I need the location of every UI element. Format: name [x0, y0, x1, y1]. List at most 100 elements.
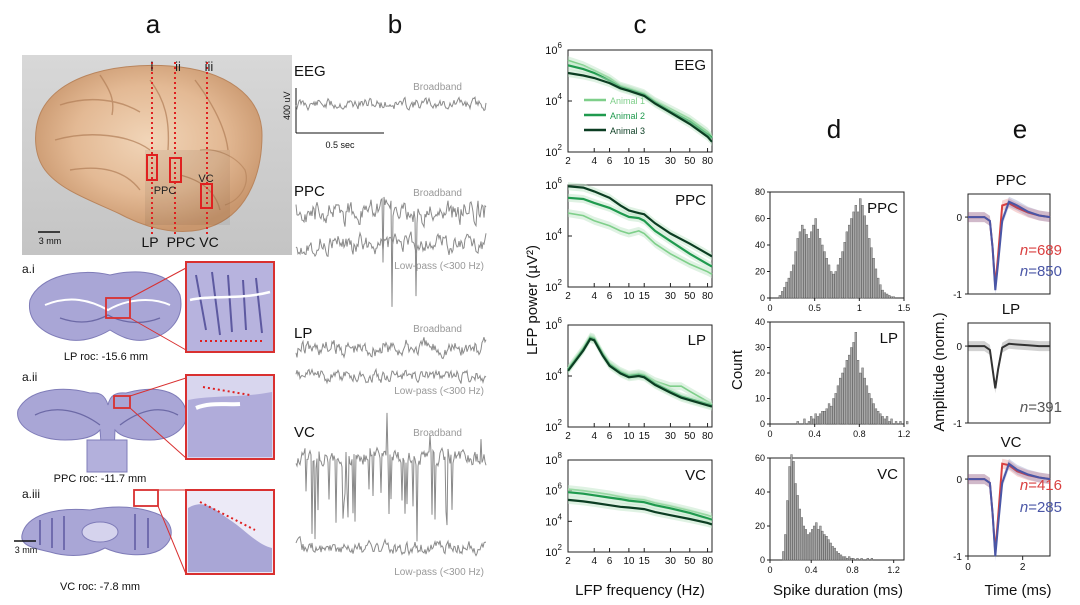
d-bar	[881, 289, 884, 299]
c-xtick-label: 2	[565, 431, 571, 442]
d-xtick-label: 0.5	[808, 303, 821, 313]
c-xtick-label: 15	[639, 556, 651, 567]
c-xtick-label: 6	[607, 291, 613, 302]
c-xtick-label: 30	[665, 556, 677, 567]
b-region-lp: LP	[294, 325, 312, 342]
e-band	[968, 196, 1050, 296]
d-bar	[837, 553, 840, 561]
section-mark-i: i	[151, 59, 154, 74]
d-bar	[815, 522, 818, 561]
c-band	[568, 182, 712, 261]
d-bar	[852, 211, 855, 299]
d-xtick-label: 0.8	[853, 429, 866, 439]
e-annotation: n=850	[1020, 263, 1062, 280]
d-bar	[836, 385, 840, 425]
d-bar	[841, 372, 844, 425]
d-xtick-label: 0.4	[805, 565, 818, 575]
b-broadband-eeg: Broadband	[413, 82, 462, 93]
d-bar	[803, 418, 806, 425]
d-bar	[804, 529, 807, 561]
c-band	[568, 332, 712, 409]
d-bar	[865, 224, 869, 299]
d-bar	[888, 295, 891, 299]
b-trace-lp-lowpass	[295, 367, 487, 385]
d-ytick-label: 60	[755, 214, 765, 224]
d-bar	[854, 205, 858, 299]
d-bar	[883, 292, 887, 299]
d-bar	[825, 536, 828, 561]
d-bar	[814, 413, 817, 425]
d-bar	[834, 271, 837, 299]
d-bar	[830, 405, 833, 425]
e-annotation: n=285	[1020, 499, 1062, 516]
d-bar	[794, 251, 797, 299]
e-ytick-label: -1	[953, 552, 962, 563]
c-xtick-label: 15	[639, 291, 651, 302]
c-xtick-label: 10	[623, 431, 635, 442]
d-bar	[839, 377, 842, 425]
c-line-lp-3	[567, 337, 713, 408]
c-legend-label: Animal 2	[610, 111, 645, 121]
c-xlabel: LFP frequency (Hz)	[575, 582, 705, 599]
d-bar	[894, 421, 898, 425]
d-bar	[809, 532, 812, 561]
d-bar	[870, 247, 873, 299]
panel-a: i ii iii PPC VC LP PPC VC 3 mm a.i LP ro…	[14, 55, 292, 593]
c-ytick-label: 102	[545, 418, 562, 434]
d-bar	[801, 224, 804, 299]
d-xtick-label: 0	[767, 565, 772, 575]
d-bar	[856, 211, 860, 299]
d-bar	[863, 215, 866, 299]
d-bar	[859, 198, 862, 299]
c-xtick-label: 50	[684, 156, 696, 167]
c-xtick-label: 2	[565, 556, 571, 567]
d-bar	[906, 421, 909, 425]
d-bar	[789, 271, 793, 299]
c-xtick-label: 15	[639, 156, 651, 167]
d-bar	[874, 408, 878, 425]
c-xtick-label: 30	[665, 156, 677, 167]
d-bar	[827, 264, 831, 299]
d-bar	[814, 218, 817, 299]
d-bar	[848, 354, 851, 425]
roi-label-vc: VC	[199, 234, 218, 250]
c-line-vc-2	[567, 491, 713, 521]
d-ytick-label: 60	[755, 453, 765, 463]
c-xtick-label: 30	[665, 291, 677, 302]
d-title-ppc: PPC	[867, 200, 898, 217]
d-xtick-label: 0.8	[846, 565, 859, 575]
d-bar	[812, 418, 815, 425]
d-bar	[825, 258, 828, 299]
d-bar	[899, 421, 902, 425]
d-bar	[868, 238, 871, 299]
c-line-eeg-1	[567, 59, 713, 138]
b-trace-eeg	[295, 96, 487, 112]
brain-photo: i ii iii PPC VC LP PPC VC 3 mm	[22, 55, 292, 255]
d-xtick-label: 1.2	[898, 429, 911, 439]
d-xtick-label: 1	[857, 303, 862, 313]
d-xtick-label: 0	[767, 303, 772, 313]
d-bar	[833, 547, 836, 561]
e-wave-ppc-2	[968, 200, 1051, 291]
d-bar	[890, 418, 893, 425]
c-ytick-label: 104	[545, 367, 562, 383]
section-id-ai: a.i	[22, 262, 35, 276]
d-bar	[792, 264, 795, 299]
e-xtick-label: 2	[1020, 562, 1026, 573]
d-bar	[827, 539, 830, 561]
d-bar	[843, 242, 846, 299]
d-bar	[819, 525, 822, 561]
e-wave-lp-1	[968, 342, 1050, 389]
d-bar	[803, 228, 806, 299]
panel-letter-e: e	[1013, 114, 1027, 144]
b-scale-horizontal: 0.5 sec	[325, 140, 355, 150]
d-ytick-label: 20	[755, 368, 765, 378]
d-bar	[866, 558, 869, 561]
d-bar	[823, 251, 826, 299]
d-ytick-label: 10	[755, 394, 765, 404]
section-caption-aii: PPC roc: -11.7 mm	[54, 473, 147, 485]
panel-letter-a: a	[146, 9, 161, 39]
d-bar	[782, 551, 785, 561]
d-ytick-label: 30	[755, 343, 765, 353]
e-ytick-label: 0	[956, 342, 962, 353]
